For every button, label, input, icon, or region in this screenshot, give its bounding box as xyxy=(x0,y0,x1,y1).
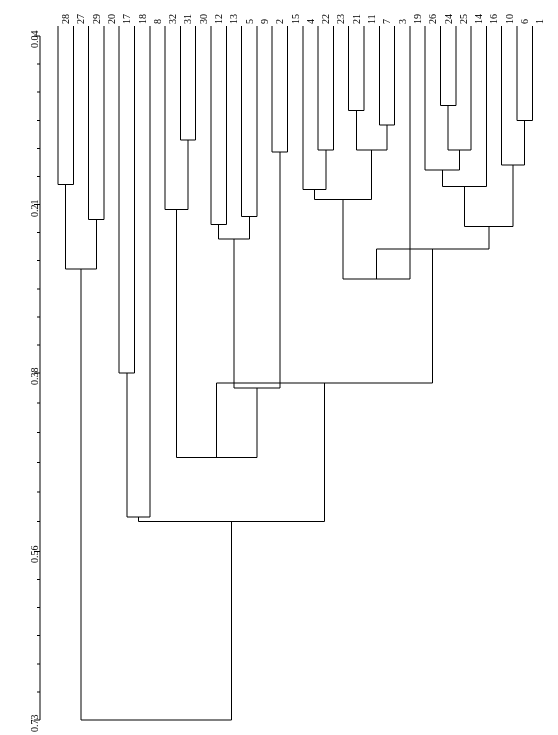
leaf-label: 17 xyxy=(122,14,133,24)
leaf-label: 5 xyxy=(245,19,256,24)
leaf-label: 18 xyxy=(138,14,149,24)
leaf-label: 32 xyxy=(168,14,179,24)
leaf-label: 7 xyxy=(382,19,393,24)
leaf-label: 21 xyxy=(352,14,363,24)
leaf-label: 26 xyxy=(428,14,439,24)
leaf-label: 23 xyxy=(336,14,347,24)
axis-tick-label: 0.04 xyxy=(30,31,41,49)
leaf-label: 4 xyxy=(306,19,317,24)
leaf-label: 13 xyxy=(229,14,240,24)
leaf-label: 27 xyxy=(76,14,87,24)
leaf-label: 31 xyxy=(183,14,194,24)
dendrogram-svg xyxy=(0,0,558,735)
leaf-label: 22 xyxy=(321,14,332,24)
axis-tick-label: 0.56 xyxy=(30,546,41,564)
leaf-label: 9 xyxy=(260,19,271,24)
axis-tick-label: 0.73 xyxy=(30,715,41,733)
leaf-label: 10 xyxy=(505,14,516,24)
leaf-label: 24 xyxy=(444,14,455,24)
axis-tick-label: 0.38 xyxy=(30,368,41,386)
leaf-label: 16 xyxy=(489,14,500,24)
leaf-label: 15 xyxy=(291,14,302,24)
leaf-label: 1 xyxy=(535,19,546,24)
leaf-label: 6 xyxy=(520,19,531,24)
leaf-label: 11 xyxy=(367,14,378,24)
leaf-label: 30 xyxy=(199,14,210,24)
leaf-label: 29 xyxy=(92,14,103,24)
leaf-label: 19 xyxy=(413,14,424,24)
leaf-label: 25 xyxy=(459,14,470,24)
leaf-label: 2 xyxy=(275,19,286,24)
leaf-label: 8 xyxy=(153,19,164,24)
leaf-label: 20 xyxy=(107,14,118,24)
leaf-label: 28 xyxy=(61,14,72,24)
leaf-label: 14 xyxy=(474,14,485,24)
axis-tick-label: 0.21 xyxy=(30,199,41,217)
leaf-label: 12 xyxy=(214,14,225,24)
leaf-label: 3 xyxy=(398,19,409,24)
